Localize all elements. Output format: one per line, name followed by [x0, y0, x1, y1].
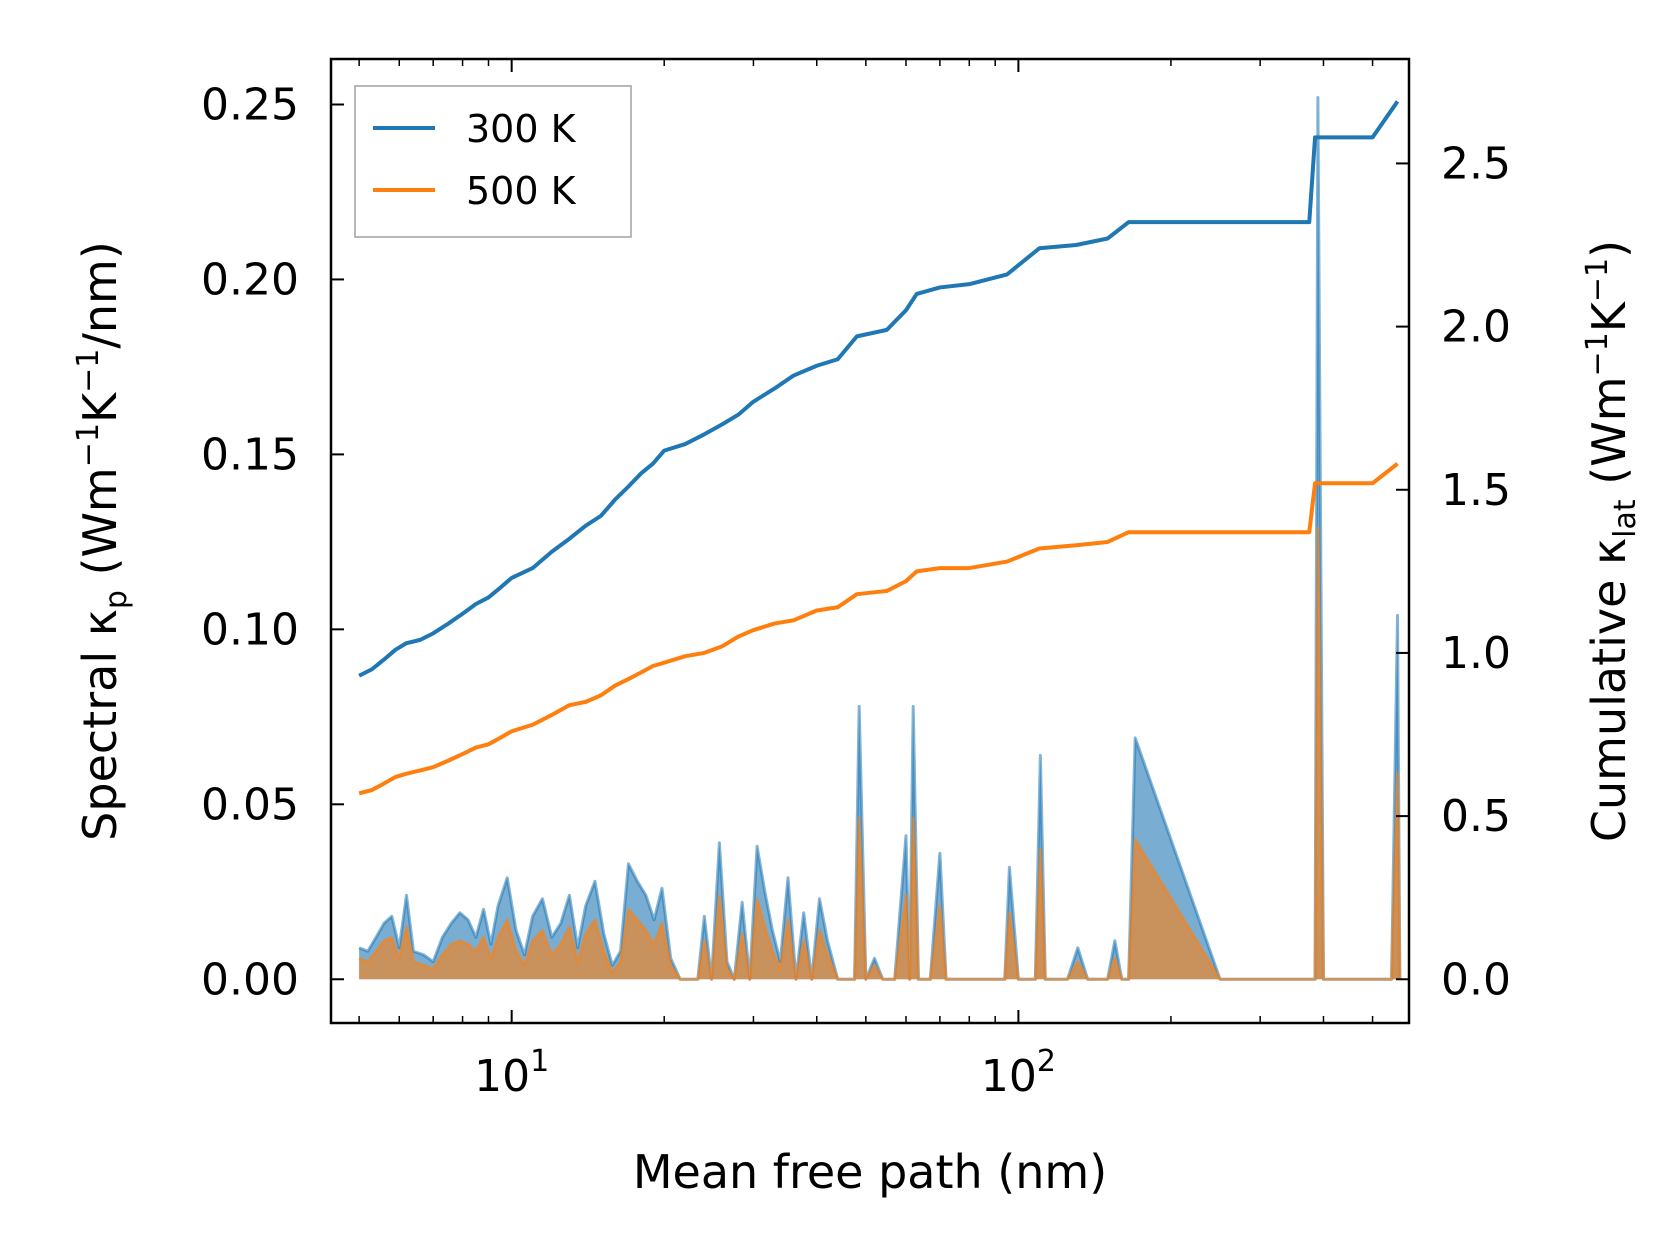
right-y-tick-label: 1.0 — [1441, 628, 1511, 679]
left-y-unit-suffix: /nm) — [73, 241, 127, 348]
cumulative-line-500k — [358, 462, 1399, 796]
x-tick-base: 10 — [981, 1051, 1037, 1102]
legend-label-500k: 500 K — [466, 169, 577, 213]
right-y-tick-label: 2.0 — [1441, 302, 1511, 353]
spectral-area-500k — [359, 527, 1400, 980]
x-tick-label: 102 — [981, 1044, 1056, 1102]
right-y-exp2: −1 — [1580, 258, 1615, 302]
left-y-axis-title: Spectral κp (Wm−1K−1/nm) — [71, 241, 134, 841]
left-y-tick-label: 0.20 — [201, 254, 299, 305]
right-y-sub: lat — [1608, 499, 1643, 538]
plot-frame — [329, 57, 1411, 1025]
right-y-exp1: −1 — [1580, 332, 1615, 376]
legend: 300 K 500 K — [354, 85, 632, 238]
spectral-area-300k — [359, 97, 1400, 980]
left-y-axis-title-text: Spectral κp (Wm−1K−1/nm) — [71, 241, 134, 841]
left-y-tick-label: 0.25 — [201, 79, 299, 130]
left-y-tick-label: 0.15 — [201, 429, 299, 480]
spectral-layer — [358, 95, 1402, 981]
right-y-axis-title-text: Cumulative κlat (Wm−1K−1) — [1580, 240, 1643, 842]
left-y-tick-label: 0.10 — [201, 604, 299, 655]
right-y-tick-label: 1.5 — [1441, 465, 1511, 516]
right-y-mid: K — [1582, 300, 1636, 332]
left-y-tick-label: 0.05 — [201, 779, 299, 830]
spectral-line-500k — [358, 526, 1402, 981]
spectral-line-300k — [358, 95, 1402, 981]
right-y-main: Cumulative κ — [1582, 538, 1636, 842]
x-tick-label: 101 — [474, 1044, 549, 1102]
cumulative-layer — [358, 100, 1400, 796]
right-y-unit-prefix: (Wm — [1582, 376, 1636, 499]
x-tick-base: 10 — [474, 1051, 530, 1102]
cumulative-line-300k — [358, 100, 1400, 678]
right-y-axis-title: Cumulative κlat (Wm−1K−1) — [1580, 240, 1643, 842]
left-y-exp1: −1 — [71, 423, 106, 467]
left-y-sub: p — [99, 590, 134, 609]
tick-labels-layer: 101 1020.000.050.100.150.200.250.00.51.01… — [201, 79, 1511, 1102]
x-tick-exponent: 1 — [530, 1044, 549, 1079]
left-y-main: Spectral κ — [73, 609, 127, 841]
x-axis-title: Mean free path (nm) — [633, 1145, 1107, 1199]
x-tick-exponent: 2 — [1037, 1044, 1056, 1079]
left-y-tick-label: 0.00 — [201, 954, 299, 1005]
right-y-tick-label: 0.5 — [1441, 791, 1511, 842]
right-y-tick-label: 0.0 — [1441, 954, 1511, 1005]
right-y-unit-suffix: ) — [1582, 240, 1636, 258]
left-y-mid: K — [73, 391, 127, 423]
right-y-tick-label: 2.5 — [1441, 138, 1511, 189]
left-y-exp2: −1 — [71, 349, 106, 393]
left-y-unit-prefix: (Wm — [73, 467, 127, 590]
ticks-layer — [331, 59, 1409, 1023]
legend-box — [354, 85, 632, 238]
legend-label-300k: 300 K — [466, 107, 577, 151]
